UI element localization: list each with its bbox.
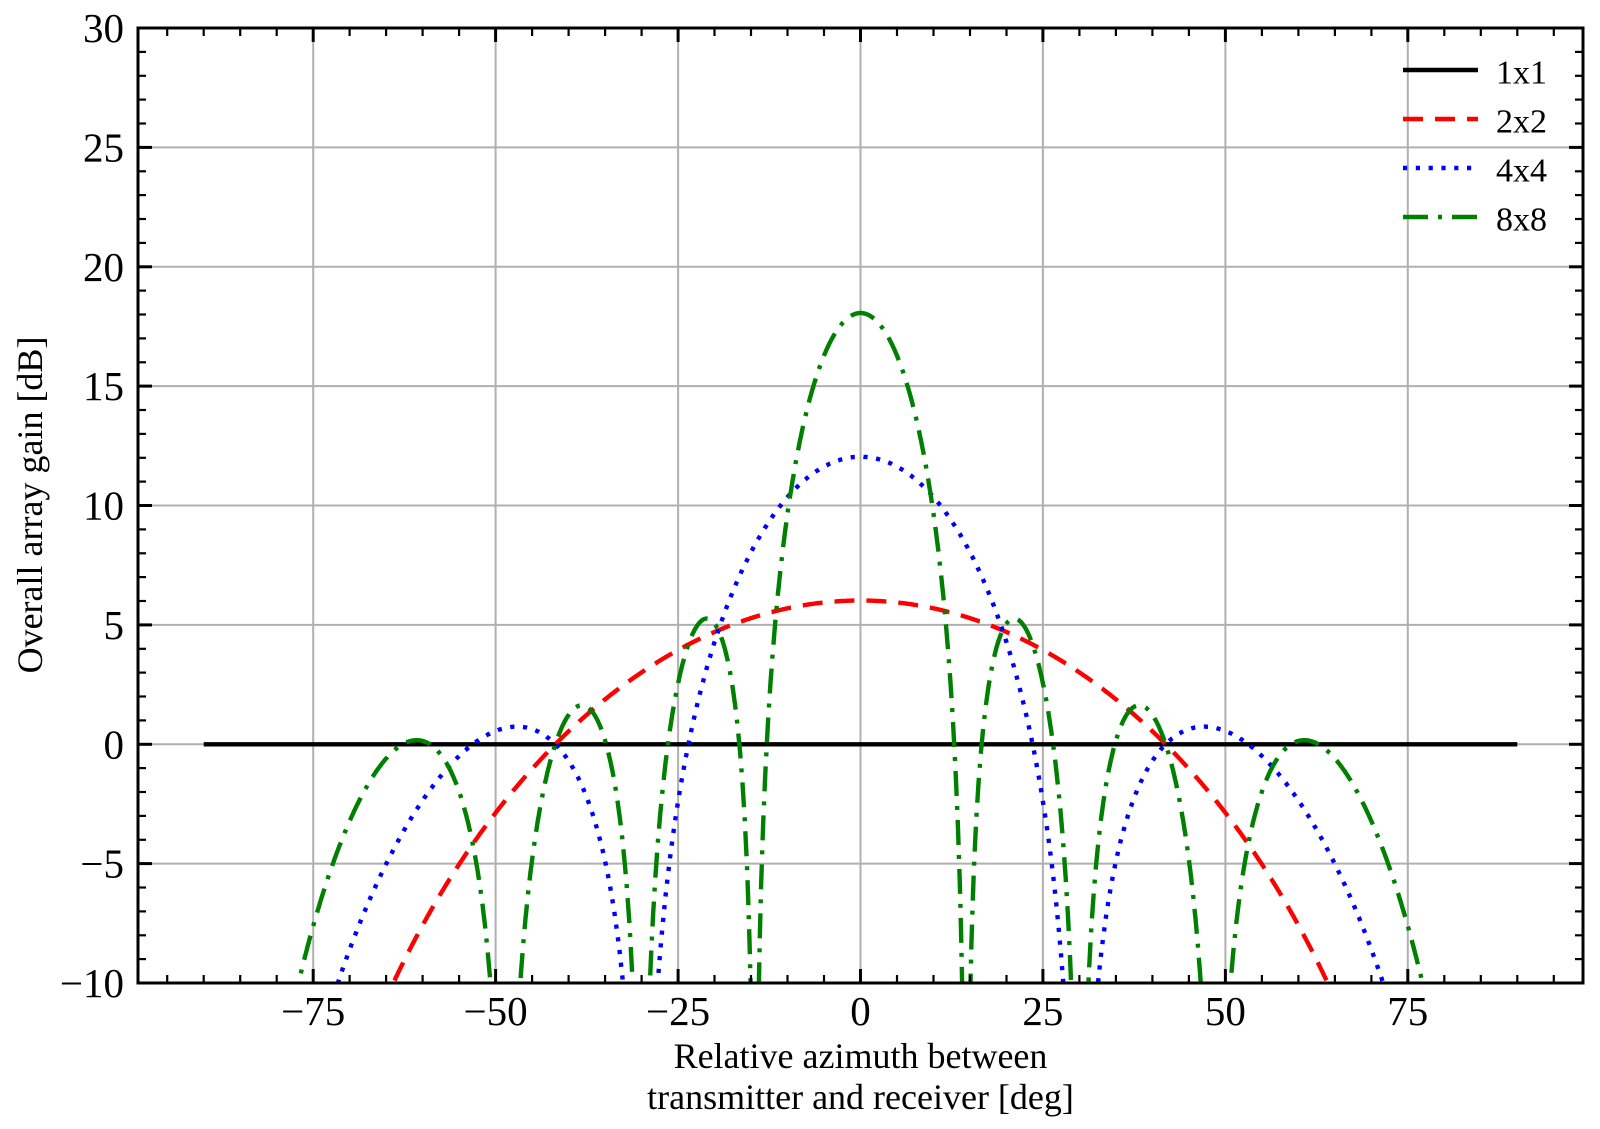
x-tick-label: −50 (464, 988, 528, 1034)
x-axis-label-line2: transmitter and receiver [deg] (647, 1077, 1074, 1117)
y-tick-labels: 30 25 20 15 10 5 0 −5 −10 (60, 5, 124, 1006)
x-axis-label-line1: Relative azimuth between (674, 1036, 1048, 1076)
x-tick-labels: −75 −50 −25 0 25 50 75 (281, 988, 1428, 1034)
y-tick-label: 0 (104, 721, 125, 767)
y-tick-label: 20 (83, 244, 124, 290)
x-tick-label: −25 (646, 988, 710, 1034)
y-tick-label: −5 (80, 841, 124, 887)
curves (202, 310, 1519, 983)
legend-label-8x8: 8x8 (1496, 202, 1547, 239)
legend-label-4x4: 4x4 (1496, 153, 1547, 190)
y-tick-label: 25 (83, 124, 124, 170)
y-tick-label: 15 (83, 363, 124, 409)
x-tick-label: 0 (850, 988, 871, 1034)
legend: 1x1 2x2 4x4 8x8 (1403, 55, 1547, 239)
curve-8x8 (296, 310, 1425, 983)
x-tick-label: −75 (281, 988, 345, 1034)
legend-label-2x2: 2x2 (1496, 104, 1547, 141)
x-tick-label: 50 (1205, 988, 1246, 1034)
y-tick-label: 30 (83, 5, 124, 51)
y-tick-label: −10 (60, 960, 124, 1006)
y-tick-label: 5 (104, 602, 125, 648)
x-tick-label: 25 (1022, 988, 1063, 1034)
ticks (138, 26, 1583, 985)
y-tick-label: 10 (83, 483, 124, 529)
y-axis-label: Overall array gain [dB] (10, 337, 50, 674)
x-tick-label: 75 (1387, 988, 1428, 1034)
legend-label-1x1: 1x1 (1496, 55, 1547, 92)
